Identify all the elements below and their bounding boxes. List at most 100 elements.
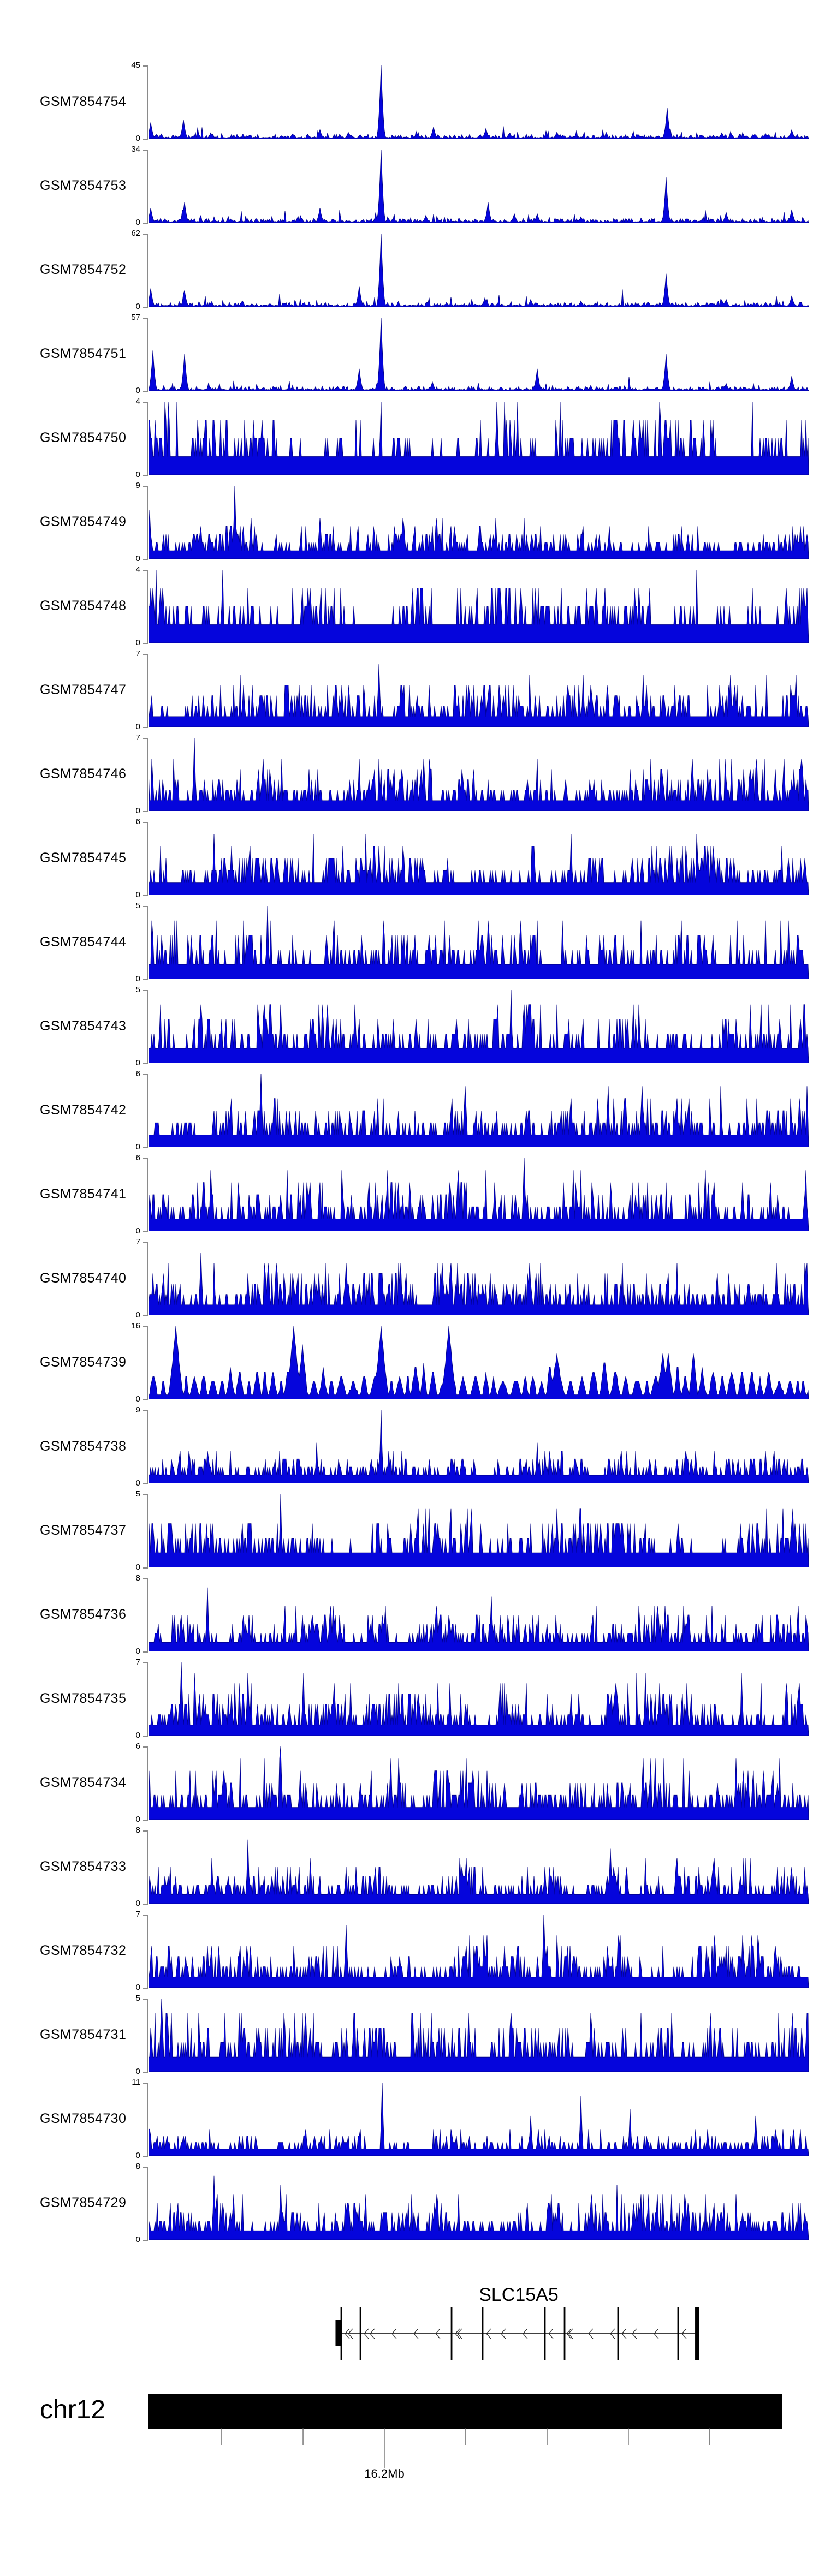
gene-exon — [617, 2307, 619, 2360]
gene-exon — [544, 2307, 546, 2360]
y-axis-zero-tick — [143, 1147, 148, 1148]
y-axis-max-label: 9 — [135, 481, 140, 490]
y-axis-max-label: 7 — [135, 1657, 140, 1667]
sample-label: GSM7854729 — [40, 2195, 127, 2210]
y-axis-line — [147, 1326, 148, 1400]
coverage-signal-plot — [149, 318, 809, 391]
strand-arrow-icon — [435, 2328, 441, 2339]
y-axis-max-label: 8 — [135, 1826, 140, 1835]
coverage-signal-plot — [149, 570, 809, 643]
coverage-signal-plot — [149, 2175, 809, 2240]
y-axis-top-tick — [143, 65, 148, 67]
y-axis-zero-tick — [143, 1904, 148, 1905]
y-axis-top-tick — [143, 1242, 148, 1243]
sample-label: GSM7854733 — [40, 1859, 127, 1874]
y-axis-line — [147, 486, 148, 560]
strand-arrow-icon — [457, 2328, 462, 2339]
strand-arrow-icon — [681, 2328, 687, 2339]
y-axis-zero-tick — [143, 1988, 148, 1989]
sample-track-row-GSM7854740: GSM7854740 7 0 — [0, 1237, 819, 1320]
y-axis-top-tick — [143, 738, 148, 739]
y-axis-line — [147, 1494, 148, 1569]
y-axis-top-tick — [143, 1326, 148, 1327]
sample-track-row-GSM7854751: GSM7854751 57 0 — [0, 313, 819, 395]
y-axis-line — [147, 822, 148, 896]
y-axis-top-tick — [143, 906, 148, 907]
y-axis-zero-tick — [143, 139, 148, 140]
y-axis-top-tick — [143, 1830, 148, 1832]
coverage-signal-plot — [149, 1587, 809, 1651]
y-axis-zero-label: 0 — [135, 806, 140, 815]
y-axis-zero-label: 0 — [135, 722, 140, 731]
y-axis-zero-tick — [143, 1315, 148, 1316]
y-axis-line — [147, 1830, 148, 1905]
strand-arrow-icon — [621, 2328, 627, 2339]
y-axis-top-tick — [143, 1915, 148, 1916]
y-axis-top-tick — [143, 570, 148, 571]
coverage-signal-plot — [149, 1999, 809, 2072]
y-axis-line — [147, 402, 148, 476]
strand-arrow-icon — [486, 2328, 491, 2339]
y-axis-line — [147, 1158, 148, 1232]
y-axis-max-label: 9 — [135, 1405, 140, 1415]
sample-track-row-GSM7854732: GSM7854732 7 0 — [0, 1910, 819, 1992]
sample-track-row-GSM7854745: GSM7854745 6 0 — [0, 817, 819, 899]
y-axis-line — [147, 990, 148, 1064]
gene-name-label: SLC15A5 — [479, 2285, 559, 2305]
y-axis-zero-tick — [143, 1736, 148, 1737]
sample-label: GSM7854734 — [40, 1775, 127, 1790]
sample-label: GSM7854750 — [40, 430, 127, 445]
y-axis-zero-tick — [143, 1063, 148, 1064]
y-axis-max-label: 16 — [131, 1321, 140, 1331]
sample-track-row-GSM7854739: GSM7854739 16 0 — [0, 1321, 819, 1404]
y-axis-line — [147, 654, 148, 728]
y-axis-zero-tick — [143, 727, 148, 728]
sample-label: GSM7854743 — [40, 1018, 127, 1034]
gene-exon — [359, 2307, 361, 2360]
y-axis-zero-tick — [143, 1820, 148, 1821]
y-axis-top-tick — [143, 1578, 148, 1579]
sample-label: GSM7854747 — [40, 682, 127, 697]
y-axis-zero-tick — [143, 2240, 148, 2241]
y-axis-line — [147, 906, 148, 980]
y-axis-zero-label: 0 — [135, 2235, 140, 2244]
y-axis-top-tick — [143, 1746, 148, 1748]
y-axis-zero-label: 0 — [135, 1142, 140, 1152]
chromosome-ideogram — [148, 2394, 782, 2429]
y-axis-max-label: 7 — [135, 1910, 140, 1919]
gene-exon — [450, 2307, 453, 2360]
y-axis-max-label: 6 — [135, 1153, 140, 1162]
y-axis-zero-label: 0 — [135, 1478, 140, 1488]
coverage-signal-plot — [149, 486, 809, 559]
gene-exon — [677, 2307, 679, 2360]
y-axis-zero-tick — [143, 1483, 148, 1484]
y-axis-line — [147, 150, 148, 224]
chromosome-label: chr12 — [40, 2395, 106, 2424]
strand-arrow-icon — [370, 2328, 375, 2339]
y-axis-line — [147, 1662, 148, 1737]
y-axis-top-tick — [143, 1662, 148, 1663]
sample-label: GSM7854745 — [40, 850, 127, 866]
coverage-signal-plot — [149, 2083, 809, 2156]
strand-arrow-icon — [588, 2328, 594, 2339]
y-axis-zero-label: 0 — [135, 1983, 140, 1992]
sample-track-row-GSM7854731: GSM7854731 5 0 — [0, 1994, 819, 2076]
coverage-signal-plot — [149, 990, 809, 1063]
sample-track-row-GSM7854753: GSM7854753 34 0 — [0, 145, 819, 227]
strand-arrow-icon — [364, 2328, 369, 2339]
sample-label: GSM7854744 — [40, 934, 127, 950]
coverage-signal-plot — [149, 738, 809, 811]
sample-track-row-GSM7854741: GSM7854741 6 0 — [0, 1153, 819, 1236]
y-axis-line — [147, 2083, 148, 2157]
y-axis-line — [147, 1999, 148, 2073]
y-axis-zero-tick — [143, 1567, 148, 1569]
y-axis-zero-label: 0 — [135, 1310, 140, 1320]
sample-label: GSM7854746 — [40, 766, 127, 782]
strand-arrow-icon — [501, 2328, 506, 2339]
sample-track-row-GSM7854750: GSM7854750 4 0 — [0, 397, 819, 479]
y-axis-zero-tick — [143, 811, 148, 812]
sample-track-row-GSM7854729: GSM7854729 8 0 — [0, 2162, 819, 2244]
y-axis-zero-tick — [143, 979, 148, 980]
y-axis-max-label: 8 — [135, 2162, 140, 2171]
